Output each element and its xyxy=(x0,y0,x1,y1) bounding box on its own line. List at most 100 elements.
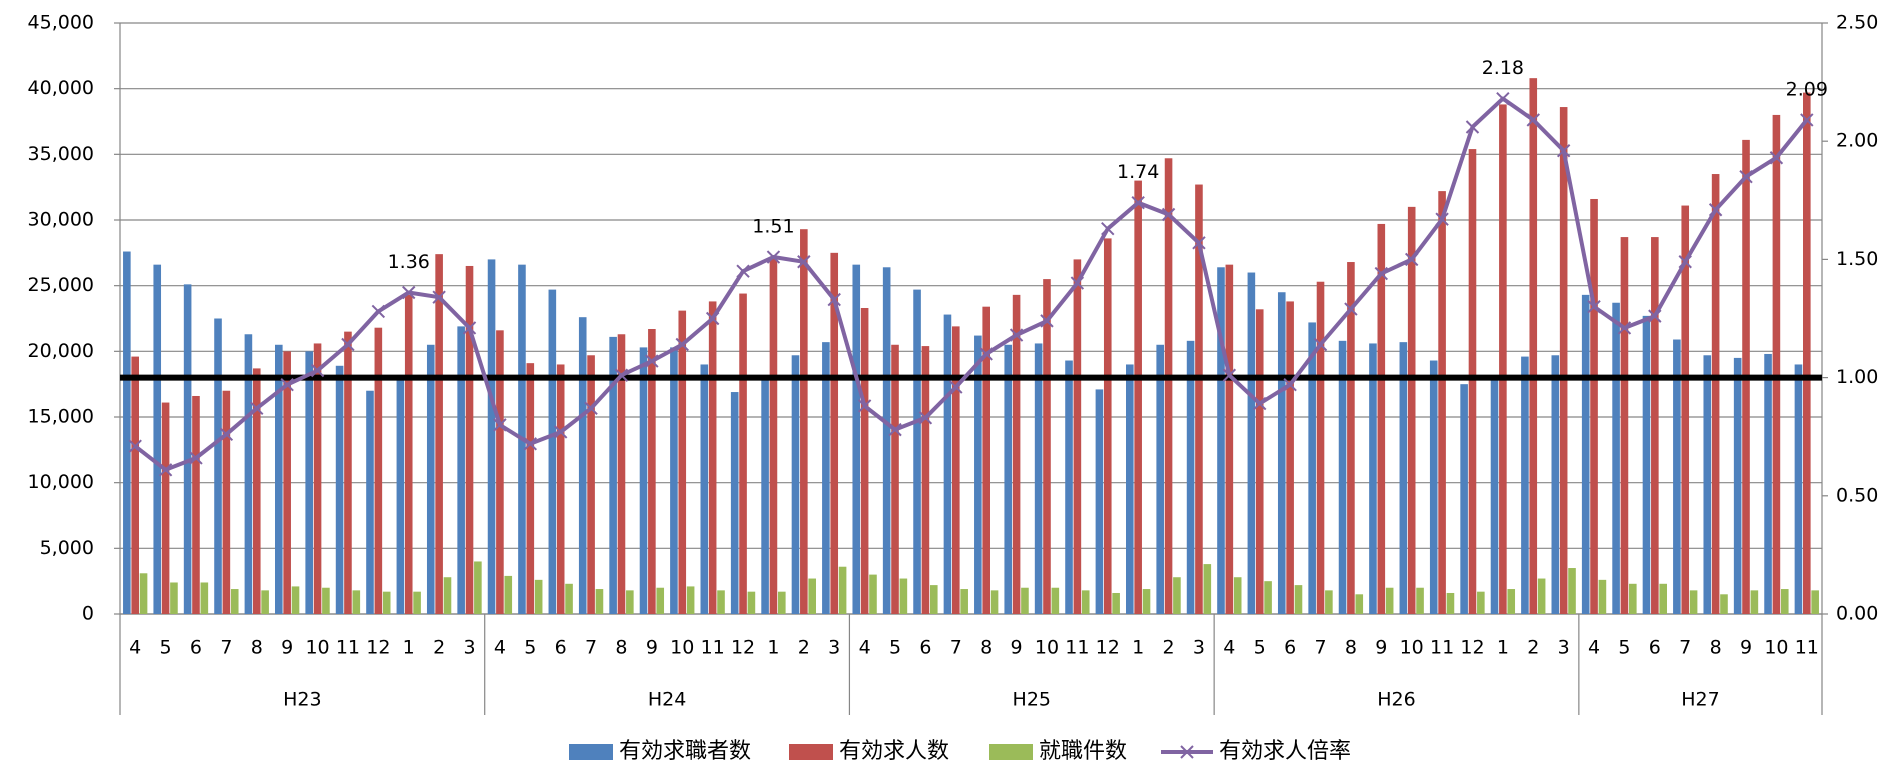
x-tick-label: 11 xyxy=(1430,637,1454,659)
marker xyxy=(1161,207,1176,222)
bar xyxy=(1581,294,1590,614)
x-tick-label: 10 xyxy=(1035,637,1059,659)
bar xyxy=(1559,107,1568,614)
x-tick-label: 2 xyxy=(1163,637,1175,659)
x-tick-label: 11 xyxy=(336,637,360,659)
y2-tick-label: 2.00 xyxy=(1836,130,1878,152)
bar xyxy=(1598,579,1607,614)
x-tick-label: 9 xyxy=(1740,637,1752,659)
bar xyxy=(214,318,222,614)
marker xyxy=(979,347,993,361)
bar xyxy=(465,265,474,614)
bar xyxy=(1703,355,1712,614)
bar xyxy=(929,585,938,614)
marker xyxy=(158,463,173,477)
bar xyxy=(1507,589,1516,614)
marker xyxy=(918,411,933,425)
bar xyxy=(170,582,178,614)
y2-tick-label: 0.00 xyxy=(1836,603,1878,625)
bar xyxy=(800,229,808,614)
marker xyxy=(1040,314,1054,328)
bar xyxy=(1095,389,1104,614)
group-label: H24 xyxy=(648,689,686,711)
bar xyxy=(860,307,869,614)
bar xyxy=(1065,360,1073,614)
bar xyxy=(252,368,261,614)
marker xyxy=(1708,203,1723,217)
bar xyxy=(183,284,192,614)
bar xyxy=(1134,180,1142,614)
y-tick-label: 5,000 xyxy=(40,537,94,559)
bar xyxy=(1316,281,1325,614)
bar xyxy=(1338,340,1347,614)
bar xyxy=(457,326,465,614)
bar xyxy=(686,586,695,614)
marker xyxy=(1769,151,1784,165)
x-tick-label: 9 xyxy=(281,637,293,659)
x-tick-label: 4 xyxy=(129,637,141,659)
bar xyxy=(921,346,930,614)
bar xyxy=(435,254,443,614)
marker xyxy=(949,380,963,394)
bar xyxy=(1021,587,1029,614)
bar xyxy=(1217,267,1225,614)
bar xyxy=(648,329,656,614)
bar xyxy=(1446,592,1455,614)
x-tick-label: 12 xyxy=(1096,637,1120,659)
x-tick-label: 6 xyxy=(190,637,202,659)
marker xyxy=(189,451,203,465)
bar xyxy=(943,314,952,614)
bar xyxy=(1369,343,1377,614)
bar xyxy=(769,258,778,614)
marker xyxy=(1617,321,1632,335)
x-tick-label: 4 xyxy=(494,637,506,659)
marker xyxy=(1009,328,1024,342)
bar xyxy=(1651,237,1659,614)
x-tick-label: 3 xyxy=(1193,637,1205,659)
bar xyxy=(700,364,709,614)
bar xyxy=(1142,589,1151,614)
marker xyxy=(402,285,416,300)
bar xyxy=(344,331,352,614)
marker xyxy=(1283,377,1297,392)
bar xyxy=(161,402,170,614)
bar xyxy=(609,336,617,614)
bar xyxy=(1780,589,1789,614)
bar xyxy=(761,377,769,614)
x-tick-label: 11 xyxy=(1065,637,1089,659)
bar xyxy=(1521,356,1529,614)
bar xyxy=(1590,198,1598,614)
x-tick-label: 6 xyxy=(1284,637,1296,659)
legend-label: 有効求職者数 xyxy=(619,739,751,764)
marker xyxy=(1465,120,1480,134)
x-tick-label: 8 xyxy=(980,637,992,659)
bar xyxy=(230,589,239,614)
bar xyxy=(192,395,200,614)
bar xyxy=(1043,279,1051,614)
bar xyxy=(1081,590,1090,614)
bar xyxy=(982,306,990,614)
bar xyxy=(313,343,322,614)
bar xyxy=(1173,577,1181,614)
bar xyxy=(617,334,626,614)
group-label: H23 xyxy=(283,689,321,711)
bar xyxy=(1126,364,1134,614)
marker xyxy=(371,304,386,319)
bar xyxy=(1325,590,1333,614)
bar xyxy=(1195,184,1203,615)
y2-tick-label: 0.50 xyxy=(1836,484,1878,506)
bar xyxy=(882,267,891,614)
legend-swatch xyxy=(569,744,613,760)
group-label: H26 xyxy=(1377,689,1415,711)
legend-label: 有効求人数 xyxy=(839,739,949,764)
bar xyxy=(626,590,634,614)
marker xyxy=(1131,195,1145,210)
bar xyxy=(952,326,960,614)
bar xyxy=(595,589,604,614)
bar xyxy=(548,289,557,614)
marker xyxy=(1070,276,1085,290)
bar xyxy=(739,293,747,614)
bar xyxy=(891,344,899,614)
data-label: 1.36 xyxy=(388,251,430,273)
bar xyxy=(1377,223,1386,614)
